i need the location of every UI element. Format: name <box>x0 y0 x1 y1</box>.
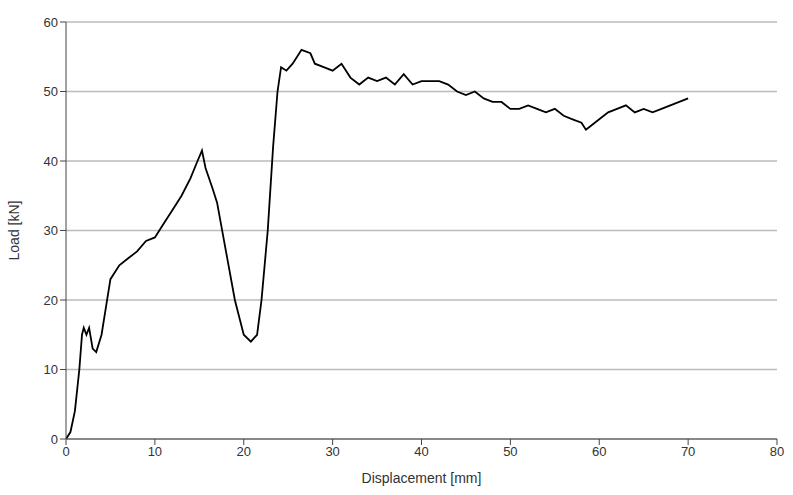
svg-text:70: 70 <box>681 444 695 459</box>
svg-text:40: 40 <box>44 154 58 169</box>
svg-text:Load [kN]: Load [kN] <box>6 201 22 261</box>
svg-text:60: 60 <box>44 15 58 30</box>
svg-text:0: 0 <box>51 432 58 447</box>
svg-text:30: 30 <box>44 223 58 238</box>
svg-text:30: 30 <box>325 444 339 459</box>
svg-text:50: 50 <box>503 444 517 459</box>
svg-text:10: 10 <box>148 444 162 459</box>
svg-text:40: 40 <box>414 444 428 459</box>
svg-text:20: 20 <box>44 293 58 308</box>
svg-text:80: 80 <box>770 444 784 459</box>
svg-text:0: 0 <box>62 444 69 459</box>
svg-text:50: 50 <box>44 84 58 99</box>
svg-text:20: 20 <box>237 444 251 459</box>
svg-text:Displacement [mm]: Displacement [mm] <box>362 470 482 486</box>
svg-text:60: 60 <box>592 444 606 459</box>
svg-text:10: 10 <box>44 362 58 377</box>
